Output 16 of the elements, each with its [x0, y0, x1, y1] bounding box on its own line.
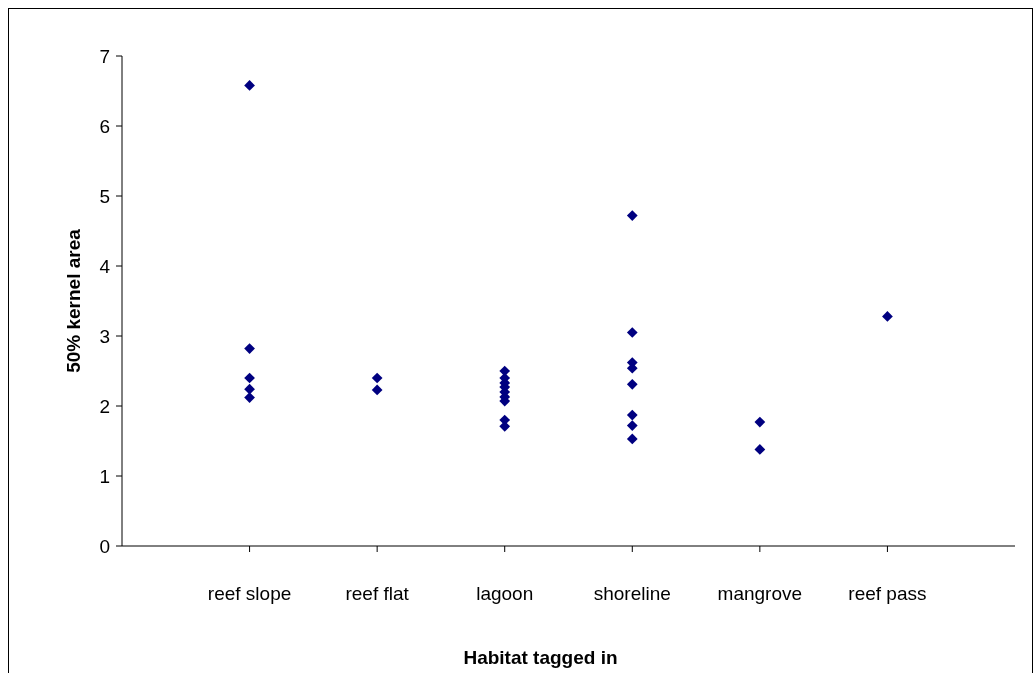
x-axis-title: Habitat tagged in — [463, 647, 618, 668]
y-tick-label: 4 — [99, 255, 111, 277]
x-tick-label: reef slope — [207, 583, 292, 604]
y-tick-label: 7 — [99, 45, 110, 67]
y-tick-label: 2 — [99, 395, 110, 417]
y-tick-label: 6 — [99, 115, 110, 137]
y-tick-label: 3 — [99, 325, 110, 347]
x-tick-label: mangrove — [717, 583, 803, 604]
y-tick-label: 5 — [99, 185, 110, 207]
y-tick-label: 1 — [99, 465, 110, 487]
x-tick-label: shoreline — [593, 583, 671, 604]
x-tick-label: reef flat — [345, 583, 410, 604]
y-axis-title: 50% kernel area — [63, 228, 84, 373]
x-tick-label: lagoon — [476, 583, 534, 604]
x-tick-label: reef pass — [848, 583, 927, 604]
y-tick-label: 0 — [99, 535, 110, 557]
